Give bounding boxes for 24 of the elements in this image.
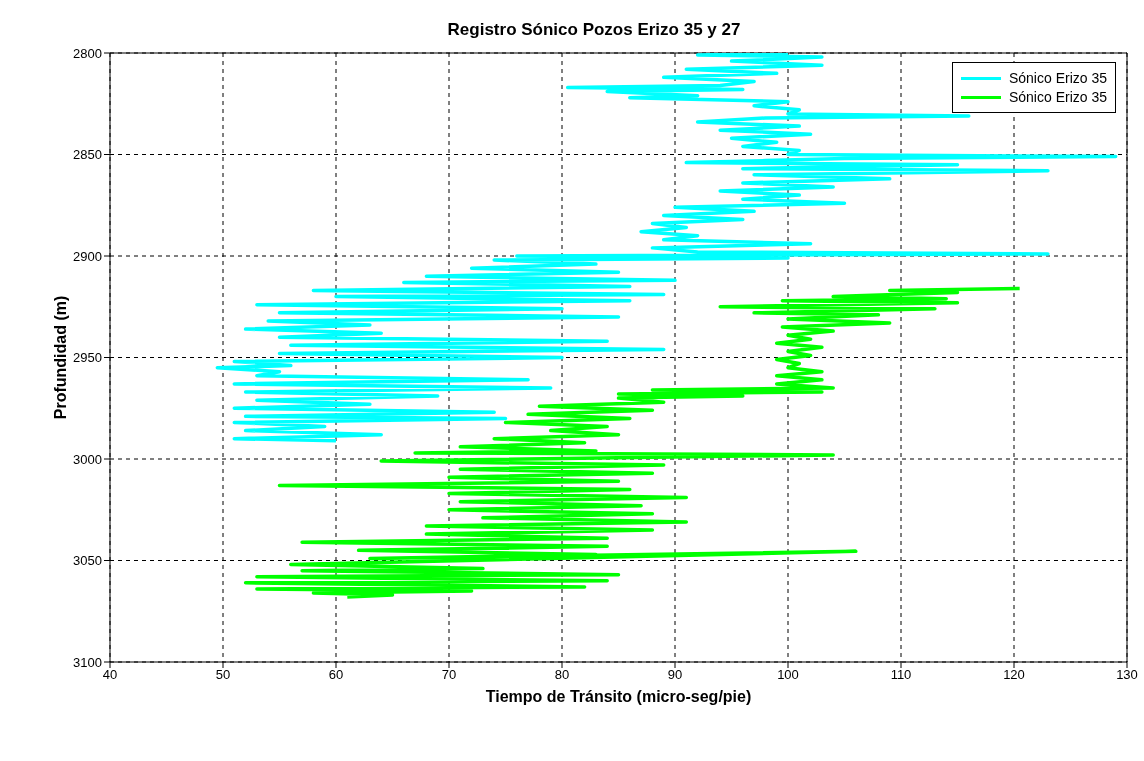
y-axis-title: Profundidad (m) xyxy=(51,295,69,420)
y-tick-label: 2800 xyxy=(73,45,102,61)
y-tick-label: 3100 xyxy=(73,654,102,670)
x-tick-label: 70 xyxy=(441,667,457,683)
line-series xyxy=(243,286,1022,599)
y-tick-label: 2900 xyxy=(73,248,102,264)
x-tick-label: 50 xyxy=(215,667,231,683)
x-tick-label: 110 xyxy=(890,667,912,683)
x-tick-label: 130 xyxy=(1116,667,1138,683)
y-tick-label: 2950 xyxy=(73,350,102,366)
line-series xyxy=(215,53,1118,443)
x-tick-label: 100 xyxy=(777,667,799,683)
x-tick-label: 90 xyxy=(667,667,683,683)
x-tick-label: 60 xyxy=(328,667,344,683)
y-tick-label: 3050 xyxy=(73,553,102,569)
y-tick-label: 3000 xyxy=(73,451,102,467)
x-tick-label: 40 xyxy=(102,667,118,683)
x-tick-label: 120 xyxy=(1003,667,1025,683)
chart-title: Registro Sónico Pozos Erizo 35 y 27 xyxy=(446,20,742,40)
y-tick-label: 2850 xyxy=(73,147,102,163)
x-axis-title: Tiempo de Tránsito (micro-seg/pie) xyxy=(485,688,752,705)
x-tick-label: 80 xyxy=(554,667,570,683)
legend-label: Sónico Erizo 35 xyxy=(1008,70,1107,86)
legend-label: Sónico Erizo 35 xyxy=(1008,89,1107,105)
